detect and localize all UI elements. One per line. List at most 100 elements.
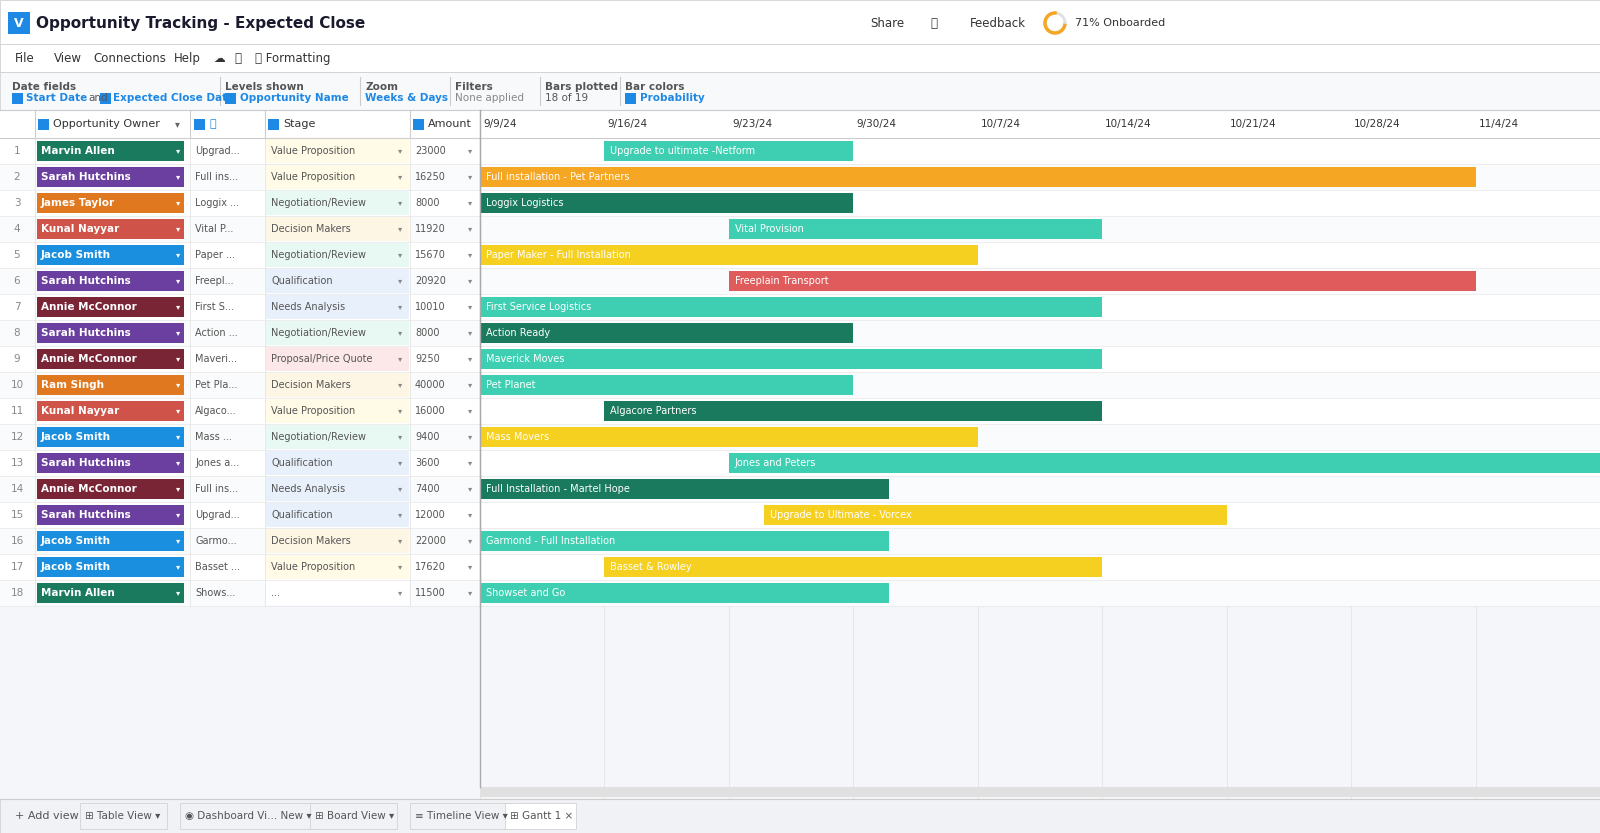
Text: 20920: 20920 xyxy=(414,276,446,286)
Bar xyxy=(37,479,184,499)
Text: Feedback: Feedback xyxy=(970,17,1026,29)
Text: Filters: Filters xyxy=(454,82,493,92)
Text: 14: 14 xyxy=(10,484,24,494)
Text: 15: 15 xyxy=(10,510,24,520)
Text: ▾: ▾ xyxy=(398,511,402,520)
Bar xyxy=(269,119,278,130)
Text: 🔗: 🔗 xyxy=(930,17,938,29)
Text: ▾: ▾ xyxy=(467,198,472,207)
Bar xyxy=(37,427,184,447)
Bar xyxy=(480,297,1102,317)
Bar xyxy=(730,219,1102,239)
Bar xyxy=(37,245,184,265)
Bar xyxy=(413,119,424,130)
Text: Qualification: Qualification xyxy=(270,458,333,468)
Text: Levels shown: Levels shown xyxy=(226,82,304,92)
Bar xyxy=(37,531,184,551)
Bar xyxy=(480,375,853,395)
Text: 4: 4 xyxy=(14,224,21,234)
Text: File: File xyxy=(14,52,35,64)
Bar xyxy=(765,505,1227,525)
Text: Needs Analysis: Needs Analysis xyxy=(270,302,346,312)
Text: 10/28/24: 10/28/24 xyxy=(1354,119,1400,129)
Text: Algaco...: Algaco... xyxy=(195,406,237,416)
Text: Probability: Probability xyxy=(640,93,704,103)
Bar xyxy=(0,72,1600,110)
Text: ▾: ▾ xyxy=(467,147,472,156)
Text: ▾: ▾ xyxy=(467,407,472,416)
Text: 11920: 11920 xyxy=(414,224,446,234)
Text: Jacob Smith: Jacob Smith xyxy=(42,432,110,442)
Text: Mass ...: Mass ... xyxy=(195,432,232,442)
Bar xyxy=(410,803,514,829)
Text: Sarah Hutchins: Sarah Hutchins xyxy=(42,172,131,182)
Text: Vital Provision: Vital Provision xyxy=(734,224,803,234)
Text: ▾: ▾ xyxy=(176,588,181,597)
Text: Qualification: Qualification xyxy=(270,276,333,286)
Text: ▾: ▾ xyxy=(176,511,181,520)
Text: ▾: ▾ xyxy=(176,147,181,156)
Text: Negotiation/Review: Negotiation/Review xyxy=(270,328,366,338)
Text: Value Proposition: Value Proposition xyxy=(270,172,355,182)
Text: 8: 8 xyxy=(14,328,21,338)
Bar xyxy=(37,141,184,161)
Bar xyxy=(266,373,410,397)
Text: Loggix ...: Loggix ... xyxy=(195,198,238,208)
Bar xyxy=(0,294,1600,320)
Text: Ram Singh: Ram Singh xyxy=(42,380,104,390)
Text: Pet Pla...: Pet Pla... xyxy=(195,380,237,390)
Bar xyxy=(0,398,1600,424)
Bar xyxy=(37,297,184,317)
Text: Full installation - Pet Partners: Full installation - Pet Partners xyxy=(486,172,629,182)
Text: ▾: ▾ xyxy=(176,485,181,493)
Text: First S...: First S... xyxy=(195,302,234,312)
Bar xyxy=(0,528,1600,554)
Bar xyxy=(266,399,410,423)
Text: 17: 17 xyxy=(10,562,24,572)
Text: 18 of 19: 18 of 19 xyxy=(546,93,589,103)
Text: ▾: ▾ xyxy=(398,562,402,571)
Text: ▾: ▾ xyxy=(398,355,402,363)
Text: Full Installation - Martel Hope: Full Installation - Martel Hope xyxy=(486,484,630,494)
Bar xyxy=(0,450,1600,476)
Text: Sarah Hutchins: Sarah Hutchins xyxy=(42,328,131,338)
Bar xyxy=(480,531,890,551)
Bar xyxy=(480,787,1600,797)
Text: Jacob Smith: Jacob Smith xyxy=(42,536,110,546)
Bar xyxy=(0,110,1600,138)
Text: 8000: 8000 xyxy=(414,198,440,208)
Bar xyxy=(266,191,410,215)
Text: ▾: ▾ xyxy=(398,302,402,312)
Text: Paper Maker - Full Installation: Paper Maker - Full Installation xyxy=(486,250,630,260)
Text: 9/30/24: 9/30/24 xyxy=(856,119,896,129)
Bar xyxy=(0,44,1600,72)
Bar xyxy=(0,424,1600,450)
Text: 16250: 16250 xyxy=(414,172,446,182)
Bar xyxy=(13,93,22,104)
Text: Pet Planet: Pet Planet xyxy=(486,380,536,390)
Text: + Add view: + Add view xyxy=(14,811,78,821)
Bar xyxy=(0,216,1600,242)
Text: Basset & Rowley: Basset & Rowley xyxy=(611,562,693,572)
Text: Basset ...: Basset ... xyxy=(195,562,240,572)
Text: Negotiation/Review: Negotiation/Review xyxy=(270,432,366,442)
Text: 🏷: 🏷 xyxy=(210,119,216,129)
Bar xyxy=(37,271,184,291)
Text: 6: 6 xyxy=(14,276,21,286)
Text: Opportunity Tracking - Expected Close: Opportunity Tracking - Expected Close xyxy=(35,16,365,31)
Text: ▾: ▾ xyxy=(176,251,181,260)
Bar xyxy=(730,271,1475,291)
Text: Vital P...: Vital P... xyxy=(195,224,234,234)
Text: ▾: ▾ xyxy=(467,355,472,363)
Text: 12: 12 xyxy=(10,432,24,442)
Bar xyxy=(626,93,637,104)
Text: Upgrade to ultimate -Netform: Upgrade to ultimate -Netform xyxy=(611,146,755,156)
Text: ▾: ▾ xyxy=(398,198,402,207)
Text: Bars plotted: Bars plotted xyxy=(546,82,618,92)
Text: Kunal Nayyar: Kunal Nayyar xyxy=(42,224,120,234)
Bar xyxy=(605,557,1102,577)
Text: ▾: ▾ xyxy=(467,328,472,337)
Bar xyxy=(0,242,1600,268)
Text: ▾: ▾ xyxy=(176,536,181,546)
Text: and: and xyxy=(88,93,107,103)
